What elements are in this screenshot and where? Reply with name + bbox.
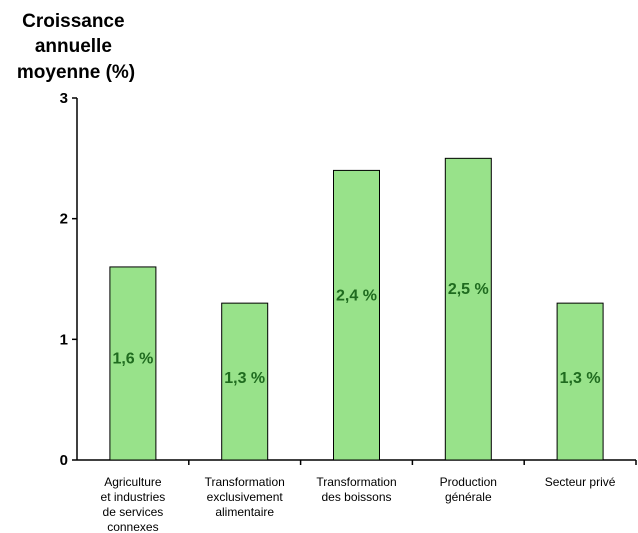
x-tick-label: Agriculture et industries de services conne… [101,475,166,533]
y-tick-label: 3 [60,90,68,107]
data-label: 1,3 % [224,370,265,387]
bar [333,169,380,461]
bar [109,266,157,461]
y-axis-title-line-3: moyenne (%) [17,62,135,83]
data-label: 2,4 % [336,288,377,305]
bar [444,157,492,461]
axes: 0 1 2 3 [60,90,637,469]
x-tick-label: Transformation des boissons [316,475,396,504]
bar [221,302,269,461]
y-tick-label: 1 [60,331,68,348]
data-label: 1,6 % [112,350,153,367]
y-axis-title-line-1: Croissance [22,11,124,32]
data-label: 2,5 % [448,281,489,298]
x-tick-label: Secteur privé [545,475,616,489]
x-tick-label: Transformation exclusivement alimentaire [205,475,285,519]
x-tick-label: Production générale [440,475,497,504]
data-labels: 1,6 % 1,3 % 2,4 % 2,5 % 1,3 % [112,281,600,387]
data-label: 1,3 % [560,370,601,387]
bar [556,302,604,461]
y-axis-title: Croissance annuelle moyenne (%) [17,11,135,83]
bars [109,157,604,461]
y-tick-label: 0 [60,452,68,469]
x-tick-labels: Agriculture et industries de services conne… [101,475,616,533]
y-axis-title-line-2: annuelle [35,36,112,57]
y-tick-label: 2 [60,211,68,228]
